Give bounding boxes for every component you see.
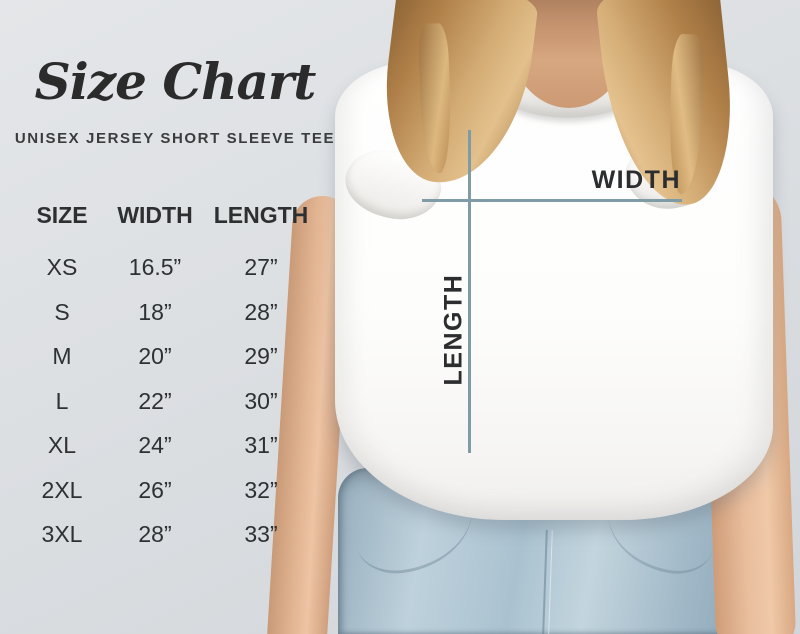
length-cell: 31” [244,432,278,458]
table-row: XL 24” 31” [16,423,320,468]
length-cell: 30” [244,387,278,414]
width-cell: 16.5” [128,254,182,280]
size-table-header-row: SIZE WIDTH LENGTH [16,193,320,237]
page-title: Size Chart [34,52,317,111]
table-row: XS 16.5” 27” [16,245,320,290]
width-measure-line [422,199,682,202]
width-measure-label: WIDTH [591,166,681,194]
size-table: SIZE WIDTH LENGTH XS 16.5” 27” S 18” 28”… [16,193,320,557]
length-cell: 28” [244,298,278,325]
size-cell: S [54,298,70,325]
length-cell: 33” [244,521,278,547]
column-header-size: SIZE [36,202,88,228]
table-row: S 18” 28” [16,290,320,335]
length-measure-label: LENGTH [439,273,468,386]
width-cell: 26” [138,476,172,503]
size-cell: XL [47,432,77,458]
size-cell: L [55,387,69,414]
column-header-width: WIDTH [117,202,193,228]
length-cell: 27” [244,254,278,280]
length-cell: 29” [244,343,278,369]
jeans-fly-seam [542,529,553,634]
width-cell: 22” [138,387,172,414]
width-cell: 28” [138,521,172,547]
width-cell: 24” [138,432,172,458]
size-cell: 2XL [41,476,83,503]
table-row: 2XL 26” 32” [16,468,320,513]
size-cell: M [52,343,72,369]
width-cell: 20” [138,343,172,369]
column-header-length: LENGTH [213,202,309,228]
table-row: 3XL 28” 33” [16,512,320,557]
width-cell: 18” [138,298,172,325]
table-row: M 20” 29” [16,334,320,379]
length-measure-line [468,130,471,453]
table-row: L 22” 30” [16,379,320,424]
size-cell: 3XL [41,521,83,547]
size-cell: XS [46,254,78,280]
length-cell: 32” [244,476,278,503]
page-subtitle: UNISEX JERSEY SHORT SLEEVE TEE [14,130,336,147]
